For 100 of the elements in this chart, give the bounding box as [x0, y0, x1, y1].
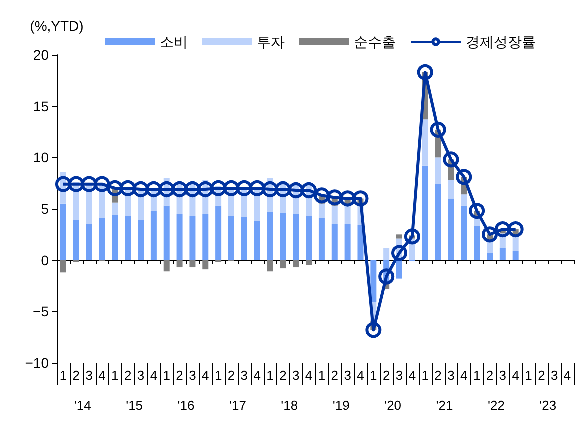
- bar: [422, 166, 428, 260]
- point: [172, 181, 188, 198]
- point: [378, 268, 395, 285]
- bar: [384, 248, 390, 260]
- x-tick-label: 2: [382, 368, 390, 383]
- point: [494, 222, 511, 238]
- bar: [344, 224, 351, 260]
- point: [224, 180, 240, 196]
- point: [236, 180, 252, 196]
- point: [392, 245, 408, 262]
- bar: [112, 202, 118, 216]
- legend-label: 투자: [257, 34, 285, 50]
- x-tick-label: 2: [72, 368, 80, 383]
- bar: [500, 248, 506, 260]
- point: [443, 152, 460, 168]
- text: '18: [281, 398, 298, 413]
- x-tick-label: 4: [305, 368, 313, 383]
- bar: [422, 120, 428, 166]
- point: [94, 176, 110, 192]
- point: [340, 190, 356, 207]
- bar: [486, 242, 493, 254]
- x-tick-label: 3: [499, 368, 507, 383]
- bar: [293, 214, 300, 260]
- bar: [267, 212, 274, 260]
- bar: [318, 218, 325, 260]
- bar: [332, 224, 338, 260]
- text: '21: [436, 398, 454, 413]
- x-tick-label: 3: [189, 368, 196, 383]
- bar: [474, 226, 480, 260]
- bar: [112, 215, 118, 260]
- text: '23: [540, 398, 557, 413]
- x-tick-label: 2: [124, 368, 132, 383]
- bar: [190, 216, 196, 260]
- bar: [60, 260, 66, 273]
- point: [326, 190, 343, 206]
- bar: [332, 206, 338, 224]
- x-tick-label: 3: [86, 368, 93, 383]
- bar: [241, 217, 248, 260]
- x-tick-label: 1: [370, 368, 378, 383]
- x-tick-label: 4: [202, 368, 210, 383]
- x-tick-label: 4: [98, 368, 106, 383]
- point: [301, 182, 318, 199]
- point: [120, 180, 136, 196]
- bar: [216, 206, 222, 260]
- x-tick-label: 4: [512, 368, 520, 383]
- point: [482, 226, 498, 243]
- point: [133, 181, 150, 198]
- x-tick-label: 3: [396, 368, 404, 383]
- point: [275, 181, 292, 198]
- point: [366, 322, 382, 338]
- point: [158, 181, 175, 198]
- bar: [370, 260, 377, 302]
- bar: [99, 218, 106, 260]
- text: '20: [384, 398, 402, 413]
- bar: [318, 204, 325, 218]
- x-tick-label: 4: [254, 368, 261, 383]
- bar: [358, 225, 364, 260]
- point: [184, 181, 201, 198]
- point: [249, 180, 266, 196]
- point: [210, 180, 227, 196]
- bar: [486, 253, 493, 260]
- bar: [254, 221, 260, 260]
- x-tick-label: 1: [473, 368, 481, 383]
- text: '14: [74, 398, 92, 413]
- x-tick-label: 1: [112, 368, 119, 383]
- point: [430, 122, 446, 138]
- bar: [228, 216, 234, 260]
- x-tick-label: 3: [137, 368, 145, 383]
- bar: [125, 216, 132, 260]
- bar: [396, 234, 403, 239]
- bar: [176, 214, 183, 260]
- point: [107, 180, 124, 196]
- point: [198, 181, 214, 198]
- x-tick-label: 2: [538, 368, 546, 383]
- x-tick-label: 2: [228, 368, 236, 383]
- bar: [280, 260, 286, 269]
- point: [146, 181, 162, 198]
- x-tick-label: 3: [292, 368, 300, 383]
- y-tick-label: 15: [33, 98, 50, 114]
- bar: [202, 214, 209, 260]
- bar: [435, 184, 442, 260]
- x-tick-label: 4: [357, 368, 364, 383]
- point: [469, 203, 486, 220]
- x-tick-label: 2: [280, 368, 287, 383]
- bar: [396, 260, 403, 279]
- legend-label: 경제성장률: [466, 34, 536, 50]
- bar: [190, 260, 196, 268]
- bar: [267, 260, 274, 272]
- point: [404, 228, 420, 245]
- y-tick-label: 20: [33, 47, 50, 63]
- x-tick-label: 3: [448, 368, 455, 383]
- point: [352, 190, 369, 207]
- legend-label: 소비: [160, 34, 188, 50]
- bar: [164, 206, 170, 260]
- point: [55, 176, 72, 192]
- point: [262, 181, 278, 198]
- point: [314, 188, 330, 204]
- y-tick-label: 10: [33, 150, 50, 166]
- point: [508, 222, 524, 238]
- x-tick-label: 2: [176, 368, 184, 383]
